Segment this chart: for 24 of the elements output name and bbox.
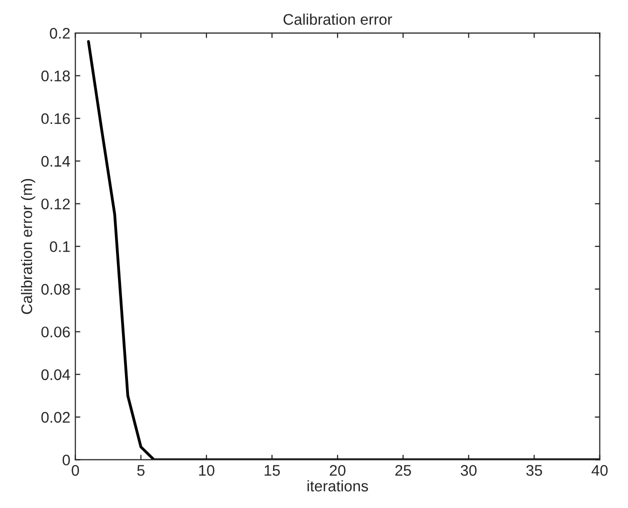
y-tick-label: 0.12 <box>41 198 70 210</box>
x-tick-label: 30 <box>460 465 477 476</box>
y-tick-label: 0.04 <box>41 369 70 380</box>
y-tick-label: 0 <box>62 454 70 466</box>
x-tick-label: 0 <box>72 465 80 476</box>
y-axis-title: Calibration error (m) <box>20 178 36 314</box>
y-tick-label: 0.14 <box>41 156 70 167</box>
x-tick-label: 20 <box>330 465 346 476</box>
x-tick-label: 10 <box>199 465 214 476</box>
x-tick-label: 15 <box>264 465 280 476</box>
y-tick-label: 0.18 <box>41 70 70 82</box>
y-tick-label: 0.08 <box>41 284 70 295</box>
x-axis-title: iterations <box>308 480 368 492</box>
y-tick-label: 0.2 <box>50 28 70 39</box>
y-tick-label: 0.02 <box>41 412 70 423</box>
y-tick-label: 0.06 <box>41 326 70 338</box>
chart-title: Calibration error <box>284 14 392 25</box>
line-series <box>87 40 600 460</box>
x-tick-label: 25 <box>395 465 411 476</box>
x-tick-label: 40 <box>592 465 608 476</box>
x-tick-label: 5 <box>137 465 145 476</box>
x-tick-label: 35 <box>526 465 542 476</box>
y-tick-label: 0.1 <box>50 241 70 252</box>
y-tick-label: 0.16 <box>41 113 70 124</box>
